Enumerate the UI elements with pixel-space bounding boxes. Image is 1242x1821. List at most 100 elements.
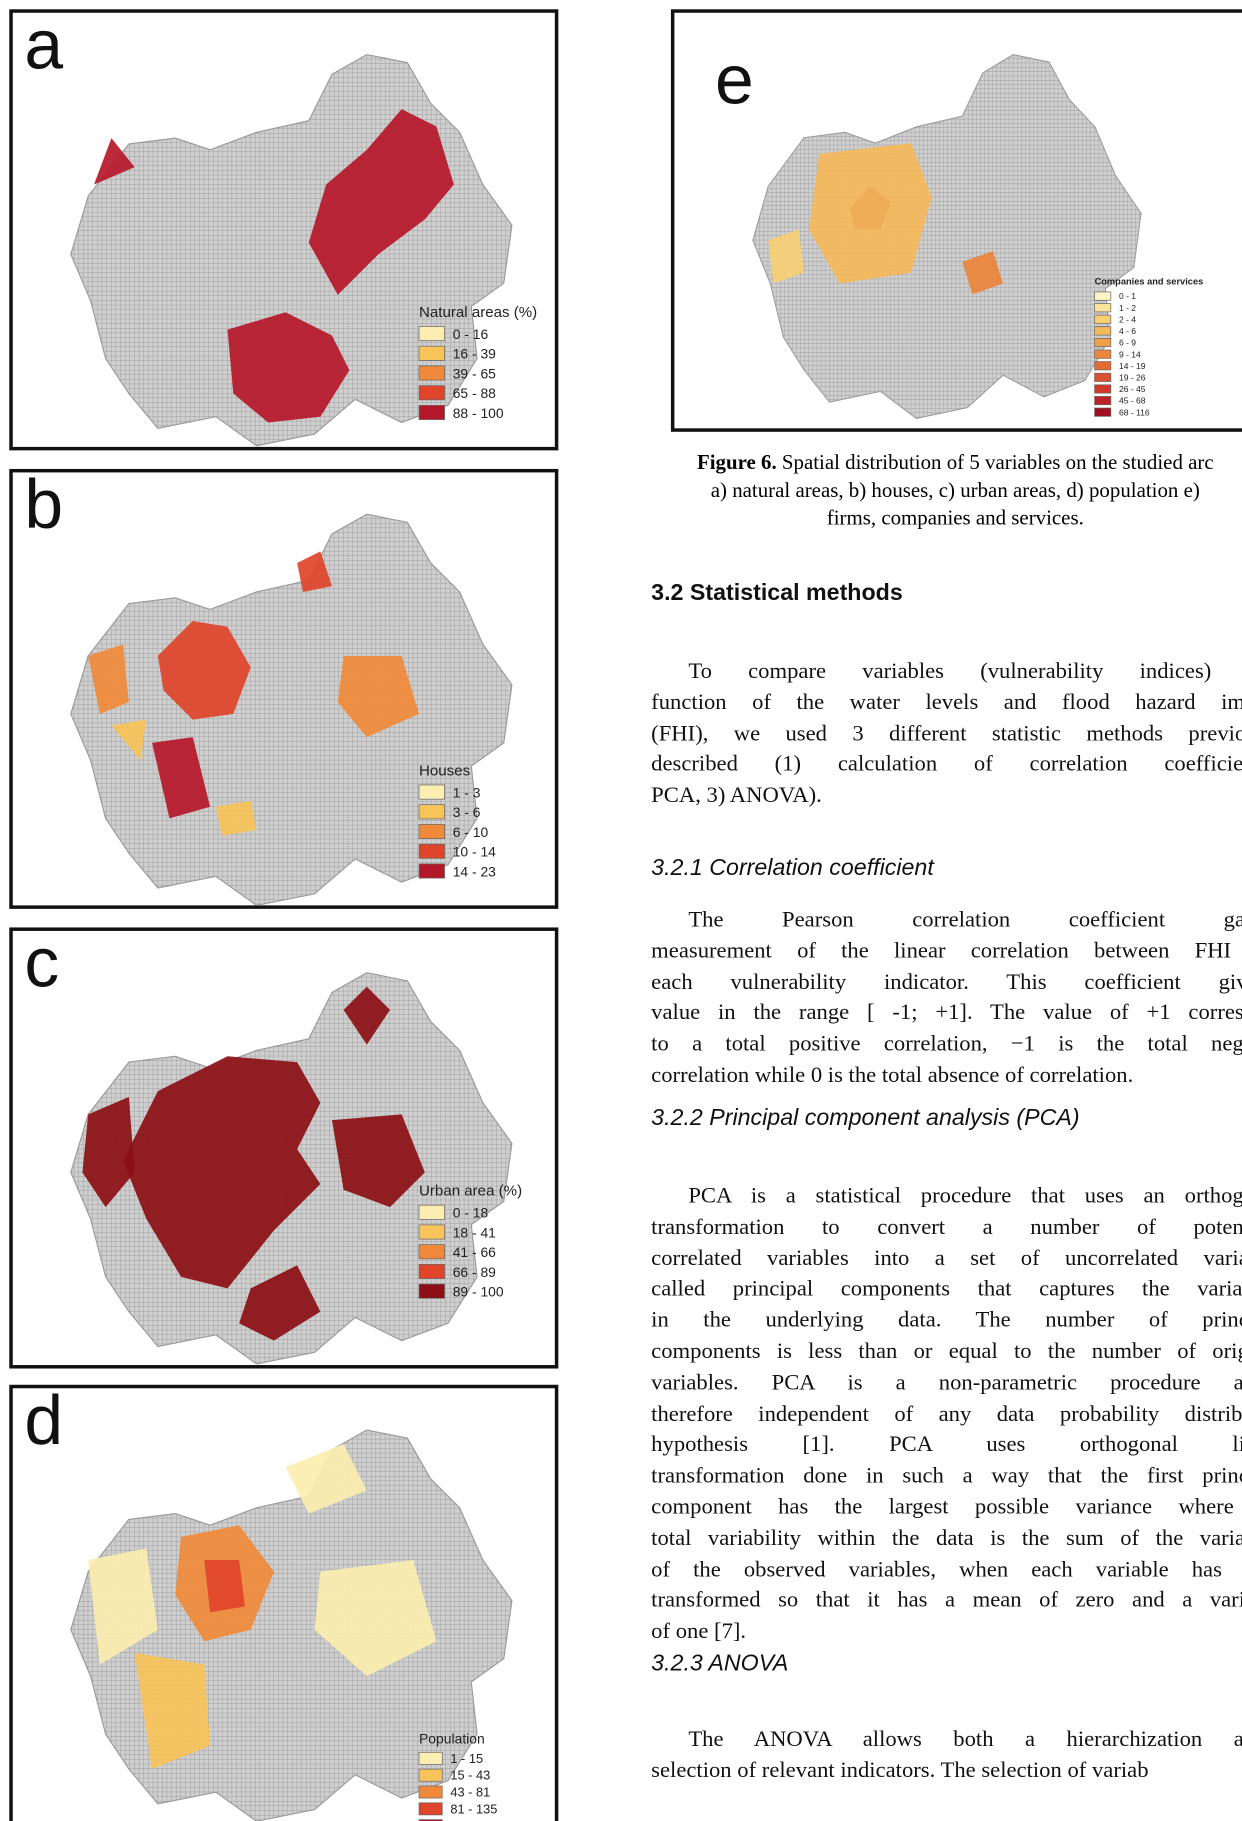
legend-range: 65 - 88	[453, 385, 496, 401]
map-area	[71, 55, 512, 446]
paragraph: To compare variables (vulnerability indi…	[651, 657, 1242, 813]
page: aNatural areas (%)0 - 1616 - 3939 - 6565…	[0, 0, 1242, 1821]
map-area	[71, 973, 512, 1364]
text-line: measurement of the linear correlation be…	[651, 936, 1242, 967]
legend-range: 10 - 14	[453, 844, 496, 860]
text-line: selection of relevant indicators. The se…	[651, 1756, 1242, 1787]
text-line: total variability within the data is the…	[651, 1524, 1242, 1555]
text-line: (FHI), we used 3 different statistic met…	[651, 719, 1242, 750]
legend-swatch	[419, 1225, 445, 1239]
panel-label: a	[24, 13, 63, 84]
legend-swatch	[419, 326, 445, 340]
caption-line: firms, companies and services.	[654, 504, 1242, 532]
caption-label: Figure 6.	[697, 450, 777, 473]
panel-label: b	[24, 472, 63, 543]
text-line: To compare variables (vulnerability indi…	[651, 657, 1242, 688]
panel-label: e	[715, 40, 754, 118]
legend-swatch	[1095, 327, 1111, 335]
text-line: components is less than or equal to the …	[651, 1337, 1242, 1368]
legend-title: Population	[419, 1730, 485, 1746]
text-line: to a total positive correlation, −1 is t…	[651, 1030, 1242, 1061]
legend-swatch	[1095, 304, 1111, 312]
paragraph: PCA is a statistical procedure that uses…	[651, 1182, 1242, 1649]
legend-range: 81 - 135	[450, 1801, 497, 1816]
text-line: described (1) calculation of correlation…	[651, 750, 1242, 781]
legend-title: Companies and services	[1095, 276, 1204, 286]
text-line: value in the range [ -1; +1]. The value …	[651, 999, 1242, 1030]
legend-range: 43 - 81	[450, 1785, 490, 1800]
legend-range: 6 - 10	[453, 824, 489, 840]
legend-swatch	[419, 1205, 445, 1219]
map-area	[753, 55, 1141, 419]
legend-range: 18 - 41	[453, 1224, 496, 1240]
legend-swatch	[1095, 338, 1111, 346]
paragraph: The Pearson correlation coefficient gave…	[651, 905, 1242, 1092]
text-line: transformed so that it has a mean of zer…	[651, 1586, 1242, 1617]
legend-swatch	[1095, 408, 1111, 416]
class-zone	[216, 801, 257, 836]
text-line: in the underlying data. The number of pr…	[651, 1306, 1242, 1337]
legend-swatch	[419, 1264, 445, 1278]
legend-range: 15 - 43	[450, 1768, 490, 1783]
legend-swatch	[419, 824, 445, 838]
legend-swatch	[419, 366, 445, 380]
legend-range: 0 - 16	[453, 326, 489, 342]
text-line: The ANOVA allows both a hierarchization …	[651, 1725, 1242, 1756]
text-line: each vulnerability indicator. This coeff…	[651, 968, 1242, 999]
study-area	[71, 514, 512, 905]
legend-range: 45 - 68	[1119, 396, 1146, 406]
caption-text: Spatial distribution of 5 variables on t…	[777, 450, 1214, 473]
text-line: PCA, 3) ANOVA).	[651, 781, 1242, 812]
legend-range: 0 - 1	[1119, 291, 1136, 301]
panel-label: c	[24, 931, 59, 1002]
legend-swatch	[419, 844, 445, 858]
caption-line: Figure 6. Spatial distribution of 5 vari…	[654, 448, 1242, 476]
legend-range: 14 - 23	[453, 863, 496, 879]
text-line: function of the water levels and flood h…	[651, 688, 1242, 719]
legend-range: 4 - 6	[1119, 326, 1136, 336]
legend-swatch	[419, 405, 445, 419]
caption-text: firms, companies and services.	[827, 506, 1084, 529]
legend-range: 2 - 4	[1119, 314, 1136, 324]
legend-swatch	[419, 1284, 445, 1298]
text-line: variables. PCA is a non-parametric proce…	[651, 1368, 1242, 1399]
class-zone	[204, 1560, 245, 1612]
study-area	[753, 55, 1141, 419]
legend-range: 89 - 100	[453, 1284, 504, 1300]
text-line: transformation done in such a way that t…	[651, 1462, 1242, 1493]
legend-range: 14 - 19	[1119, 361, 1146, 371]
legend-range: 68 - 116	[1119, 407, 1150, 417]
legend-swatch	[419, 386, 445, 400]
paragraph: The ANOVA allows both a hierarchization …	[651, 1725, 1242, 1787]
panel-label: d	[24, 1388, 63, 1459]
text-line: therefore independent of any data probab…	[651, 1399, 1242, 1430]
text-line: component has the largest possible varia…	[651, 1493, 1242, 1524]
legend-range: 26 - 45	[1119, 384, 1146, 394]
legend-swatch	[419, 346, 445, 360]
legend-range: 16 - 39	[453, 346, 496, 362]
legend-swatch	[419, 864, 445, 878]
caption-line: a) natural areas, b) houses, c) urban ar…	[654, 476, 1242, 504]
legend-title: Urban area (%)	[419, 1183, 522, 1200]
text-line: of the observed variables, when each var…	[651, 1555, 1242, 1586]
text-line: PCA is a statistical procedure that uses…	[651, 1182, 1242, 1213]
text-line: of one [7].	[651, 1617, 1242, 1648]
legend-range: 39 - 65	[453, 365, 496, 381]
heading: 3.2 Statistical methods	[651, 580, 903, 607]
legend-range: 41 - 66	[453, 1244, 496, 1260]
map: eCompanies and services0 - 11 - 22 - 44 …	[674, 13, 1242, 429]
legend-swatch	[1095, 292, 1111, 300]
legend-range: 0 - 18	[453, 1205, 489, 1221]
text-line: called principal components that capture…	[651, 1275, 1242, 1306]
legend-swatch	[1095, 350, 1111, 358]
legend-swatch	[419, 1245, 445, 1259]
legend-range: 88 - 100	[453, 405, 504, 421]
